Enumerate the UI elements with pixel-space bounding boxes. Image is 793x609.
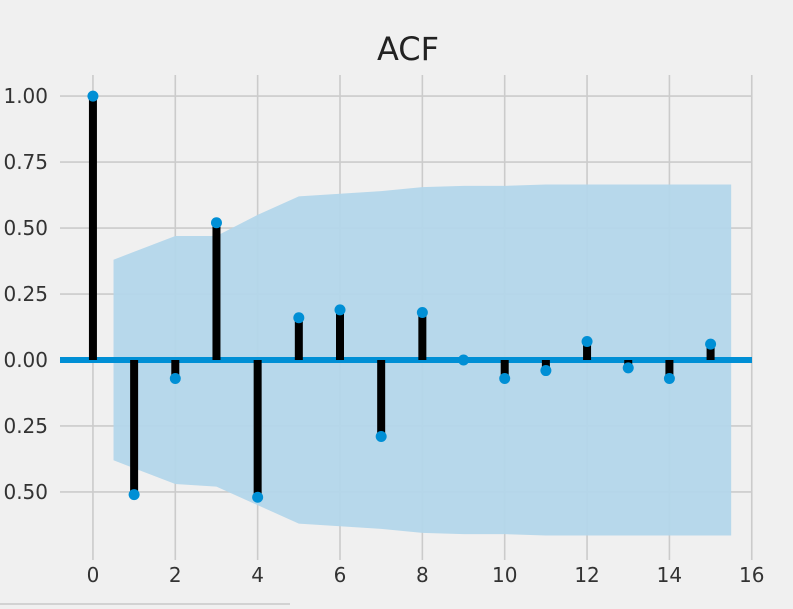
marker-lag-4 [252,491,264,503]
marker-lag-2 [169,372,181,384]
marker-lag-7 [375,431,387,443]
marker-layer [87,90,717,503]
marker-lag-14 [663,372,675,384]
x-tick-label: 12 [574,563,599,587]
y-tick-label: 0.75 [3,150,48,174]
marker-lag-9 [458,354,470,366]
x-tick-label: 10 [492,563,517,587]
y-tick-label: 0.25 [3,282,48,306]
x-tick-label: 4 [251,563,264,587]
marker-lag-5 [293,312,305,324]
marker-lag-11 [540,365,552,377]
x-tick-label: 16 [739,563,764,587]
marker-lag-1 [128,489,140,501]
y-tick-label: 0.00 [3,348,48,372]
marker-lag-6 [334,304,346,316]
marker-lag-13 [622,362,634,374]
tick-label-layer: 0 2 4 6 8 10 12 14 16 1.00 0.75 0.50 0.25 0.00 0.25 0.5… [3,84,764,587]
marker-lag-8 [416,307,428,318]
x-tick-label: 0 [87,563,100,587]
x-tick-label: 2 [169,563,182,587]
marker-lag-10 [499,372,511,384]
marker-lag-15 [705,338,717,350]
y-tick-label: 0.25 [3,414,48,438]
y-tick-label: 0.50 [3,480,48,504]
x-tick-label: 6 [334,563,347,587]
y-tick-label: 1.00 [3,84,48,108]
marker-lag-3 [210,217,222,229]
x-tick-label: 14 [657,563,682,587]
chart-title: ACF [377,30,439,68]
marker-lag-12 [581,336,593,348]
marker-lag-0 [87,90,99,102]
x-tick-label: 8 [416,563,429,587]
y-tick-label: 0.50 [3,216,48,240]
